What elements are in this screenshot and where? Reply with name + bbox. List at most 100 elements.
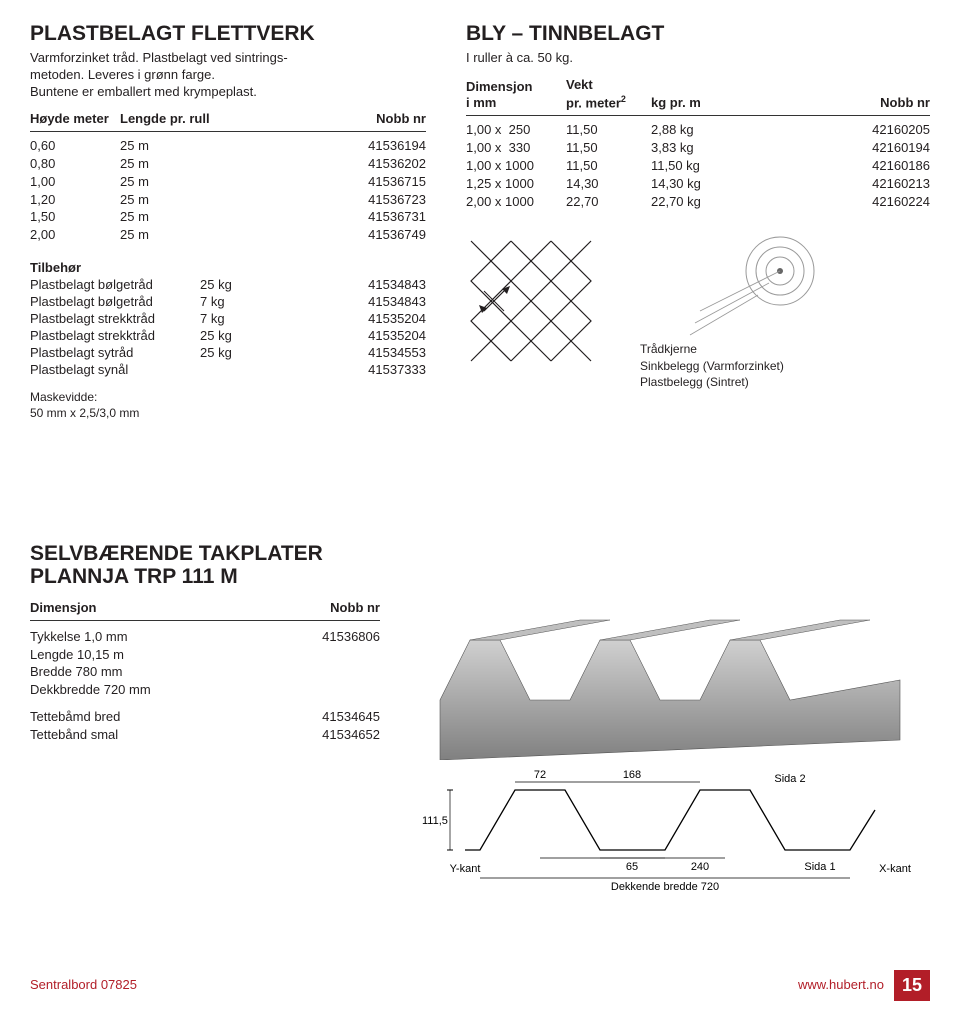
cell: Plastbelagt synål: [30, 362, 200, 379]
cell: 2,88 kg: [651, 122, 741, 139]
dim-bot2: 240: [691, 861, 709, 873]
cell: 25 kg: [200, 277, 255, 294]
head-text: Vekt: [566, 77, 593, 92]
wire-legend: Trådkjerne Sinkbelegg (Varmforzinket) Pl…: [640, 341, 840, 391]
intro-line: metoden. Leveres i grønn farge.: [30, 67, 215, 82]
cell: 1,00 x 330: [466, 140, 566, 157]
legend-item: Sinkbelegg (Varmforzinket): [640, 358, 840, 375]
sida2-label: Sida 2: [774, 773, 805, 785]
col-head: Nobb nr: [230, 600, 380, 617]
table-row: Lengde 10,15 m: [30, 647, 390, 664]
cell: 42160213: [741, 176, 930, 193]
bly-title: BLY – TINNBELAGT: [466, 20, 930, 47]
cell: 0,80: [30, 156, 120, 173]
roof-profile-icon: 72 168 Sida 2 111,5 65 240: [420, 760, 930, 890]
table-row: 1,50 25 m 41536731: [30, 209, 426, 226]
table-row: Plastbelagt strekktråd 7 kg 41535204: [30, 311, 426, 328]
mask-label: Maskevidde:: [30, 390, 426, 406]
table-row: Tykkelse 1,0 mm41536806: [30, 629, 390, 646]
table-row: 2,00 x 1000 22,70 22,70 kg 42160224: [466, 194, 930, 211]
head-text: pr. meter: [566, 95, 621, 110]
cell: 1,00 x 250: [466, 122, 566, 139]
col-head: Vekt pr. meter2: [566, 77, 651, 112]
cell: 41534843: [255, 294, 426, 311]
plast-table-head: Høyde meter Lengde pr. rull Nobb nr: [30, 111, 426, 132]
cell: 22,70 kg: [651, 194, 741, 211]
selv-head: Dimensjon Nobb nr: [30, 600, 380, 621]
selv-block-1: Tykkelse 1,0 mm41536806 Lengde 10,15 m B…: [30, 629, 390, 700]
cell: 25 m: [120, 227, 240, 244]
col-head: Nobb nr: [240, 111, 426, 128]
head-text: Dimensjon: [466, 79, 532, 94]
cell: 11,50: [566, 158, 651, 175]
cell: 42160186: [741, 158, 930, 175]
cell: 25 m: [120, 138, 240, 155]
mask-value: 50 mm x 2,5/3,0 mm: [30, 406, 426, 422]
table-row: 1,00 x 330 11,50 3,83 kg 42160194: [466, 140, 930, 157]
table-row: Plastbelagt bølgetråd 25 kg 41534843: [30, 277, 426, 294]
table-row: Dekkbredde 720 mm: [30, 682, 390, 699]
cell: 25 kg: [200, 345, 255, 362]
cell: 41536194: [240, 138, 426, 155]
cell: 14,30 kg: [651, 176, 741, 193]
cell: 1,00: [30, 174, 120, 191]
cell: 7 kg: [200, 311, 255, 328]
col-head: Nobb nr: [741, 95, 930, 112]
dim-bottom: Dekkende bredde 720: [611, 881, 719, 890]
cell: 41536749: [240, 227, 426, 244]
cell: Tykkelse 1,0 mm: [30, 629, 230, 646]
head-text: i mm: [466, 95, 496, 110]
mesh-icon: [466, 236, 626, 386]
cell: 25 m: [120, 192, 240, 209]
roof-3d-icon: [420, 600, 920, 760]
cell: Plastbelagt strekktråd: [30, 328, 200, 345]
table-row: 1,00 x 250 11,50 2,88 kg 42160205: [466, 122, 930, 139]
cell: 2,00: [30, 227, 120, 244]
bly-table-head: Dimensjon i mm Vekt pr. meter2 kg pr. m …: [466, 77, 930, 116]
cell: 41536723: [240, 192, 426, 209]
table-row: 1,00 25 m 41536715: [30, 174, 426, 191]
col-head: kg pr. m: [651, 79, 741, 113]
cell: 41537333: [255, 362, 426, 379]
bly-table-body: 1,00 x 250 11,50 2,88 kg 42160205 1,00 x…: [466, 122, 930, 210]
cell: [200, 362, 255, 379]
col-head: Lengde pr. rull: [120, 111, 240, 128]
cell: 11,50 kg: [651, 158, 741, 175]
cell: 41534553: [255, 345, 426, 362]
roof-diagram: 72 168 Sida 2 111,5 65 240: [420, 600, 930, 890]
selv-block-2: Tettebåmd bred41534645 Tettebånd smal415…: [30, 709, 390, 744]
cell: Plastbelagt bølgetråd: [30, 277, 200, 294]
cell: 7 kg: [200, 294, 255, 311]
cell: 0,60: [30, 138, 120, 155]
title-line: PLANNJA TRP 111 M: [30, 565, 238, 588]
col-head: Dimensjon i mm: [466, 79, 566, 113]
cell: Tettebånd smal: [30, 727, 230, 744]
table-row: 1,20 25 m 41536723: [30, 192, 426, 209]
dim-bot1: 65: [626, 861, 638, 873]
cell: 11,50: [566, 140, 651, 157]
cell: 14,30: [566, 176, 651, 193]
cell: Tettebåmd bred: [30, 709, 230, 726]
cell: 41534843: [255, 277, 426, 294]
cell: Lengde 10,15 m: [30, 647, 230, 664]
wire-cross-section: Trådkjerne Sinkbelegg (Varmforzinket) Pl…: [640, 231, 840, 391]
cell: 11,50: [566, 122, 651, 139]
table-row: Bredde 780 mm: [30, 664, 390, 681]
cell: 22,70: [566, 194, 651, 211]
cell: 3,83 kg: [651, 140, 741, 157]
legend-item: Trådkjerne: [640, 341, 840, 358]
page-footer: Sentralbord 07825 www.hubert.no 15: [30, 970, 930, 1021]
col-head: Høyde meter: [30, 111, 120, 128]
cell: Dekkbredde 720 mm: [30, 682, 230, 699]
tilbehor-title: Tilbehør: [30, 260, 426, 277]
cell: 1,20: [30, 192, 120, 209]
footer-url: www.hubert.no: [798, 977, 884, 994]
cell: 41536806: [230, 629, 380, 646]
table-row: Tettebåmd bred41534645: [30, 709, 390, 726]
sida1-label: Sida 1: [804, 861, 835, 873]
ykant-label: Y-kant: [450, 863, 481, 875]
table-row: Plastbelagt synål 41537333: [30, 362, 426, 379]
bly-subintro: I ruller à ca. 50 kg.: [466, 50, 930, 67]
cell: Bredde 780 mm: [30, 664, 230, 681]
table-row: 2,00 25 m 41536749: [30, 227, 426, 244]
